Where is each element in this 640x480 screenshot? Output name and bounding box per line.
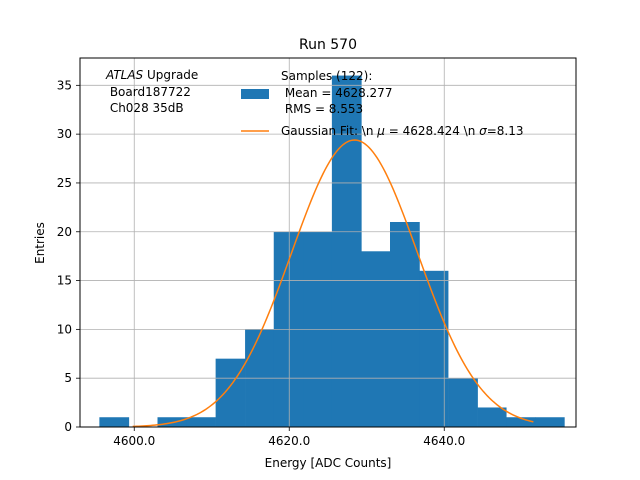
histogram-bar	[215, 358, 246, 427]
y-tick-label: 30	[57, 127, 72, 141]
histogram-bar	[99, 417, 130, 427]
y-axis-label: Entries	[33, 222, 47, 264]
y-tick-label: 10	[57, 322, 72, 336]
histogram-bar	[448, 378, 478, 427]
x-axis-ticks: 4600.0 4620.0 4640.0	[113, 427, 465, 448]
channel-label: Ch028 35dB	[106, 101, 184, 115]
histogram-bar	[477, 407, 507, 427]
legend-samples-label: Samples (122):	[281, 69, 372, 83]
legend-rms-label: RMS = 8.553	[281, 102, 363, 116]
legend-mean-label: Mean = 4628.277	[281, 86, 392, 100]
histogram-bar	[390, 222, 420, 427]
x-tick-label: 4620.0	[268, 434, 310, 448]
y-tick-label: 15	[57, 274, 72, 288]
histogram-bar	[186, 417, 216, 427]
x-tick-label: 4600.0	[113, 434, 155, 448]
y-tick-label: 25	[57, 176, 72, 190]
chart-title: Run 570	[299, 37, 357, 53]
plot-frame	[79, 57, 577, 428]
histogram-bar	[361, 251, 391, 427]
x-axis-label: Energy [ADC Counts]	[265, 456, 392, 470]
legend: Samples (122): Mean = 4628.277 RMS = 8.5…	[241, 69, 524, 138]
atlas-label: ATLAS Upgrade	[105, 68, 198, 82]
x-tick-label: 4640.0	[423, 434, 465, 448]
y-tick-label: 20	[57, 225, 72, 239]
histogram-bar	[506, 417, 536, 427]
board-label: Board187722	[106, 85, 191, 99]
y-tick-label: 0	[64, 420, 72, 434]
y-tick-label: 5	[64, 371, 72, 385]
y-axis-ticks: 0 5 10 15 20 25 30 35	[57, 78, 80, 434]
y-tick-label: 35	[57, 78, 72, 92]
legend-hist-swatch	[241, 89, 269, 99]
atlas-annotation: ATLAS Upgrade Board187722 Ch028 35dB	[105, 68, 198, 115]
gaussian-fit-curve	[132, 139, 534, 428]
legend-fit-label: Gaussian Fit: \n μ = 4628.424 \n σ=8.13	[281, 124, 524, 138]
histogram-bar	[535, 417, 565, 427]
